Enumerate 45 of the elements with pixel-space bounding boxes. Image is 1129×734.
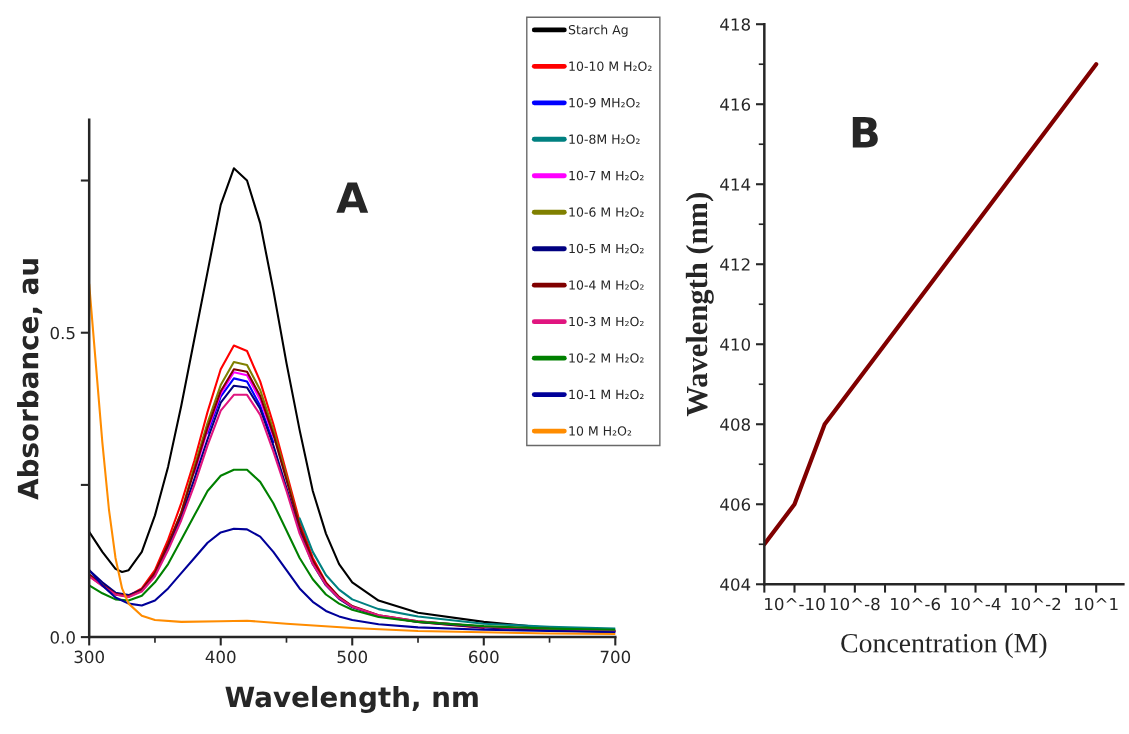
y-axis-title: Absorbance, au xyxy=(17,259,43,500)
line-series xyxy=(764,62,1099,547)
x-tick-label: 10^-2 xyxy=(1011,597,1061,611)
legend-label: 10-1 M H₂O₂ xyxy=(569,389,644,400)
legend-label: 10 M H₂O₂ xyxy=(569,426,632,436)
x-tick-label: 700 xyxy=(600,650,631,664)
x-tick-label: 300 xyxy=(74,650,104,664)
y-tick-label: 410 xyxy=(720,338,751,351)
legend-label: 10-8M H₂O₂ xyxy=(569,134,640,144)
annotation: B xyxy=(852,117,878,148)
line-series xyxy=(89,527,616,634)
y-tick-label: 412 xyxy=(720,258,750,271)
line-series xyxy=(89,468,616,631)
legend-label: 10-4 M H₂O₂ xyxy=(569,280,644,290)
legend-label: 10-7 M H₂O₂ xyxy=(569,170,644,181)
line-series xyxy=(206,377,275,444)
line-series xyxy=(298,517,616,630)
x-tick-label: 10^-6 xyxy=(891,597,941,611)
x-tick-label: 10^1 xyxy=(1075,597,1118,611)
x-tick-label: 600 xyxy=(469,650,499,664)
y-tick-label: 406 xyxy=(720,498,751,511)
line-series xyxy=(193,371,275,474)
x-tick-label: 10^-10 xyxy=(765,597,825,611)
legend-label: 10-5 M H₂O₂ xyxy=(569,243,644,254)
y-tick-label: 416 xyxy=(720,98,751,111)
x-axis-title: Wavelength, nm xyxy=(225,685,478,713)
y-tick-label: 414 xyxy=(720,178,751,191)
legend-label: 10-9 MH₂O₂ xyxy=(569,97,640,108)
x-tick-label: 500 xyxy=(337,650,368,664)
annotation: A xyxy=(336,182,369,213)
y-tick-label: 418 xyxy=(720,18,750,31)
y-tick-label: 0.5 xyxy=(50,326,75,340)
x-tick-label: 400 xyxy=(205,650,236,664)
y-tick-label: 404 xyxy=(720,578,751,591)
x-axis-title: Concentration (M) xyxy=(841,633,1047,659)
y-axis-title: Wavelength (nm) xyxy=(685,193,714,417)
legend-label: 10-6 M H₂O₂ xyxy=(569,207,644,217)
legend-label: 10-10 M H₂O₂ xyxy=(569,61,652,71)
legend-label: 10-2 M H₂O₂ xyxy=(569,353,644,363)
x-tick-label: 10^-4 xyxy=(951,597,1001,611)
y-tick-label: 408 xyxy=(720,418,750,431)
legend-label: Starch Ag xyxy=(568,24,628,37)
x-tick-label: 10^-8 xyxy=(830,597,880,611)
legend-label: 10-3 M H₂O₂ xyxy=(569,316,644,327)
y-tick-label: 0.0 xyxy=(50,631,75,644)
